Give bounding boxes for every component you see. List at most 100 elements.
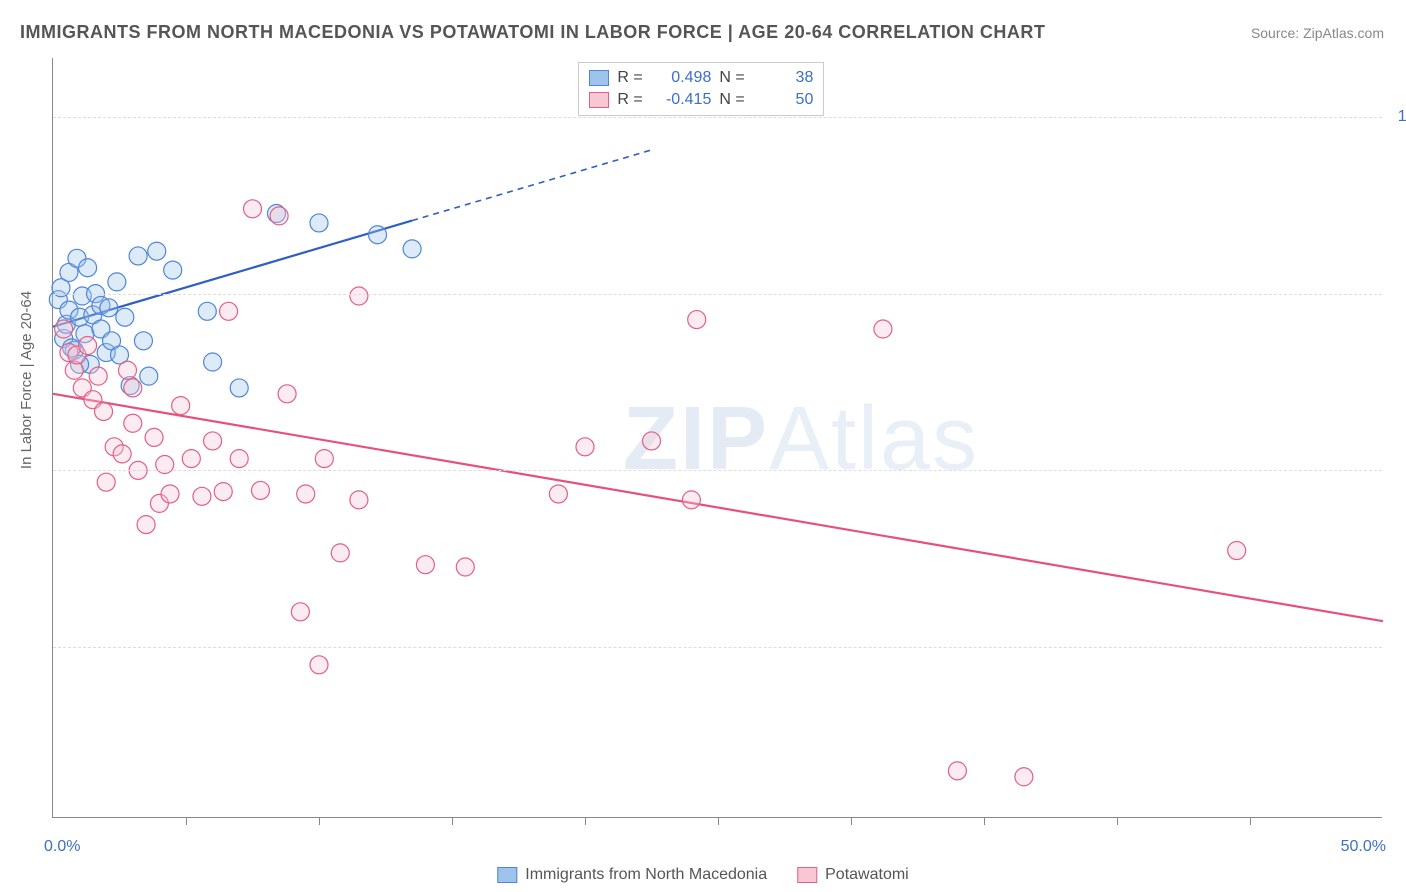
legend-n-label: N =: [719, 91, 749, 109]
data-point-macedonia: [116, 308, 134, 326]
grid-line: [53, 470, 1382, 471]
data-point-potawatomi: [291, 603, 309, 621]
data-point-potawatomi: [270, 207, 288, 225]
trend-line-potawatomi: [53, 394, 1383, 621]
data-point-potawatomi: [948, 762, 966, 780]
legend-swatch: [589, 92, 609, 108]
data-point-potawatomi: [124, 414, 142, 432]
legend-correlation-row: R =0.498N =38: [589, 67, 813, 89]
legend-correlation-row: R = -0.415 N = 50: [589, 89, 813, 111]
data-point-potawatomi: [95, 402, 113, 420]
plot-svg: [53, 58, 1382, 817]
data-point-potawatomi: [124, 379, 142, 397]
data-point-potawatomi: [549, 485, 567, 503]
data-point-macedonia: [148, 242, 166, 260]
data-point-potawatomi: [79, 337, 97, 355]
grid-line: [53, 117, 1382, 118]
data-point-macedonia: [134, 332, 152, 350]
data-point-macedonia: [108, 273, 126, 291]
data-point-potawatomi: [576, 438, 594, 456]
data-point-potawatomi: [310, 656, 328, 674]
legend-item: Immigrants from North Macedonia: [497, 866, 767, 884]
legend-swatch: [497, 867, 517, 883]
data-point-potawatomi: [251, 481, 269, 499]
data-point-potawatomi: [331, 544, 349, 562]
x-tick: [319, 817, 320, 825]
data-point-potawatomi: [297, 485, 315, 503]
legend-n-value: 38: [757, 69, 813, 87]
data-point-potawatomi: [145, 428, 163, 446]
y-tick-label: 100.0%: [1392, 108, 1406, 126]
grid-line: [53, 647, 1382, 648]
chart-plot-area: ZIPAtlas R =0.498N =38R =-0.415N =50 55.…: [52, 58, 1382, 818]
legend-r-value: 0.498: [655, 69, 711, 87]
data-point-potawatomi: [182, 450, 200, 468]
data-point-potawatomi: [161, 485, 179, 503]
x-tick: [585, 817, 586, 825]
trend-line-macedonia-dash: [412, 150, 651, 221]
data-point-potawatomi: [682, 491, 700, 509]
data-point-potawatomi: [643, 432, 661, 450]
data-point-macedonia: [79, 259, 97, 277]
data-point-macedonia: [198, 302, 216, 320]
x-tick: [1117, 817, 1118, 825]
data-point-macedonia: [403, 240, 421, 258]
data-point-potawatomi: [416, 556, 434, 574]
legend-n-label: N =: [719, 69, 749, 87]
data-point-potawatomi: [1228, 542, 1246, 560]
y-tick-label: 55.0%: [1392, 638, 1406, 656]
y-axis-title: In Labor Force | Age 20-64: [18, 291, 35, 469]
data-point-potawatomi: [172, 397, 190, 415]
data-point-potawatomi: [278, 385, 296, 403]
data-point-potawatomi: [118, 361, 136, 379]
data-point-potawatomi: [214, 483, 232, 501]
data-point-macedonia: [204, 353, 222, 371]
data-point-potawatomi: [688, 311, 706, 329]
x-tick: [851, 817, 852, 825]
data-point-macedonia: [369, 226, 387, 244]
data-point-potawatomi: [89, 367, 107, 385]
x-tick: [186, 817, 187, 825]
chart-title: IMMIGRANTS FROM NORTH MACEDONIA VS POTAW…: [20, 22, 1045, 43]
grid-line: [53, 294, 1382, 295]
y-tick-label: 85.0%: [1392, 285, 1406, 303]
x-tick: [452, 817, 453, 825]
data-point-macedonia: [140, 367, 158, 385]
legend-label: Immigrants from North Macedonia: [525, 866, 767, 884]
data-point-potawatomi: [230, 450, 248, 468]
data-point-potawatomi: [220, 302, 238, 320]
data-point-potawatomi: [315, 450, 333, 468]
data-point-potawatomi: [193, 487, 211, 505]
x-tick: [1250, 817, 1251, 825]
legend-swatch: [589, 70, 609, 86]
legend-r-value: -0.415: [655, 91, 711, 109]
legend-r-label: R =: [617, 91, 647, 109]
data-point-potawatomi: [350, 491, 368, 509]
data-point-potawatomi: [97, 473, 115, 491]
legend-label: Potawatomi: [825, 866, 909, 884]
data-point-potawatomi: [456, 558, 474, 576]
x-axis-min-label: 0.0%: [44, 838, 80, 856]
legend-bottom: Immigrants from North Macedonia Potawatom…: [497, 866, 908, 884]
data-point-potawatomi: [137, 516, 155, 534]
data-point-potawatomi: [55, 320, 73, 338]
source-label: Source: ZipAtlas.com: [1251, 25, 1384, 41]
data-point-macedonia: [100, 299, 118, 317]
x-axis-max-label: 50.0%: [1341, 838, 1386, 856]
legend-swatch: [797, 867, 817, 883]
data-point-macedonia: [230, 379, 248, 397]
y-tick-label: 70.0%: [1392, 461, 1406, 479]
legend-n-value: 50: [757, 91, 813, 109]
data-point-potawatomi: [350, 287, 368, 305]
data-point-potawatomi: [204, 432, 222, 450]
x-tick: [718, 817, 719, 825]
data-point-potawatomi: [1015, 768, 1033, 786]
legend-correlation-box: R = 0.498 N = 38 R = -0.415 N = 50: [578, 62, 824, 116]
data-point-potawatomi: [244, 200, 262, 218]
data-point-potawatomi: [113, 445, 131, 463]
legend-item: Potawatomi: [797, 866, 909, 884]
data-point-macedonia: [129, 247, 147, 265]
data-point-macedonia: [310, 214, 328, 232]
x-tick: [984, 817, 985, 825]
data-point-macedonia: [164, 261, 182, 279]
